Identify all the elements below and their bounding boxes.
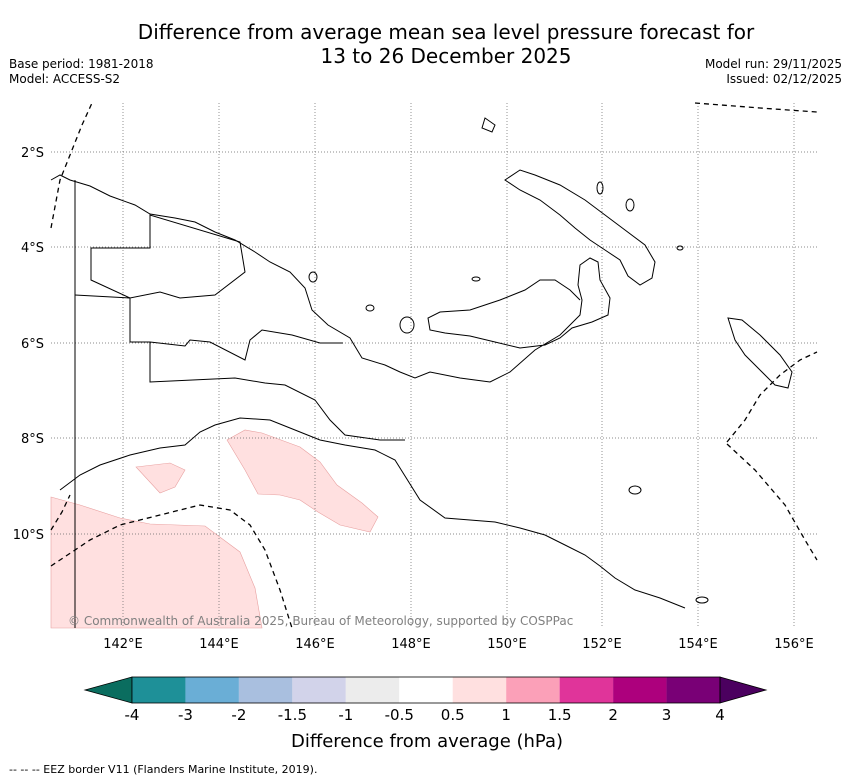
colorbar-title: Difference from average (hPa)	[290, 731, 564, 752]
colorbar	[83, 676, 768, 704]
admin-boundaries	[74, 214, 405, 441]
colorbar-tick-label: -0.5	[385, 706, 414, 724]
eez-borders	[50, 102, 818, 629]
footer-note: -- -- -- EEZ border V11 (Flanders Marine…	[9, 763, 318, 776]
gridlines	[51, 103, 817, 628]
map-title: Difference from average mean sea level p…	[0, 20, 850, 68]
lon-label: 142°E	[103, 637, 143, 652]
longitude-labels: 142°E 144°E 146°E 148°E 150°E 152°E 154°…	[103, 637, 814, 652]
colorbar-swatch	[132, 677, 186, 703]
colorbar-swatch	[559, 677, 614, 703]
lon-label: 144°E	[199, 637, 239, 652]
colorbar-extend-high	[719, 676, 768, 704]
eez-border-northeast	[694, 102, 818, 113]
colorbar-ticks: -4 -3 -2 -1.5 -1 -0.5 0.5 1 1.5 2 3 4	[125, 706, 725, 724]
colorbar-swatch	[452, 677, 507, 703]
colorbar-tick-label: 2	[608, 706, 618, 724]
colorbar-tick-label: -1.5	[278, 706, 307, 724]
latitude-labels: 2°S 4°S 6°S 8°S 10°S	[13, 146, 44, 543]
copyright-notice: © Commonwealth of Australia 2025, Bureau…	[68, 614, 574, 628]
colorbar-tick-label: 4	[715, 706, 725, 724]
colorbar-swatch	[666, 677, 720, 703]
anomaly-fills	[50, 429, 379, 629]
colorbar-swatch	[292, 677, 346, 703]
map-title-line-1: Difference from average mean sea level p…	[137, 20, 755, 44]
lon-label: 146°E	[295, 637, 335, 652]
lon-label: 152°E	[582, 637, 622, 652]
southern-coast	[59, 417, 686, 609]
eez-border-east	[726, 351, 818, 443]
coastlines	[50, 117, 793, 628]
colorbar-tick-label: 1.5	[548, 706, 572, 724]
lat-label: 2°S	[21, 146, 44, 161]
colorbar-swatch	[238, 677, 293, 703]
colorbar-tick-label: -1	[338, 706, 353, 724]
colorbar-swatch	[345, 677, 400, 703]
eez-border-southeast	[726, 443, 818, 561]
colorbar-swatch	[613, 677, 667, 703]
colorbar-tick-label: 0.5	[441, 706, 465, 724]
anomaly-region-papuan-gulf	[226, 429, 379, 533]
colorbar-tick-label: -4	[125, 706, 140, 724]
colorbar-tick-label: 1	[501, 706, 511, 724]
colorbar-swatch	[506, 677, 560, 703]
lon-label: 154°E	[678, 637, 718, 652]
colorbar-swatch	[185, 677, 239, 703]
lat-label: 6°S	[21, 337, 44, 352]
colorbar-swatch	[399, 677, 453, 703]
lat-label: 10°S	[13, 528, 44, 543]
base-period-label: Base period: 1981-2018	[9, 57, 154, 71]
colorbar-tick-label: -3	[178, 706, 193, 724]
map-title-line-2: 13 to 26 December 2025	[320, 44, 572, 68]
lon-label: 156°E	[774, 637, 814, 652]
new-ireland	[481, 117, 496, 133]
new-britain	[504, 169, 656, 286]
anomaly-region-southwest	[50, 496, 263, 629]
eez-border-torres	[50, 494, 71, 531]
colorbar-outline	[131, 676, 721, 704]
islands	[308, 181, 709, 604]
model-run-label: Model run: 29/11/2025	[704, 57, 842, 71]
new-guinea-coast	[50, 174, 611, 383]
meta-right: Model run: 29/11/2025 Issued: 02/12/2025	[705, 57, 842, 87]
lat-label: 8°S	[21, 432, 44, 447]
model-label: Model: ACCESS-S2	[9, 72, 121, 86]
colorbar-extend-low	[83, 676, 133, 704]
lon-label: 148°E	[391, 637, 431, 652]
lat-label: 4°S	[21, 241, 44, 256]
colorbar-tick-label: -2	[231, 706, 246, 724]
bougainville	[727, 317, 793, 389]
issued-label: Issued: 02/12/2025	[726, 72, 842, 86]
anomaly-region-gulf	[135, 462, 186, 494]
lon-label: 150°E	[487, 637, 527, 652]
eez-border-southwest	[50, 504, 293, 629]
meta-left: Base period: 1981-2018 Model: ACCESS-S2	[9, 57, 154, 87]
colorbar-tick-label: 3	[662, 706, 672, 724]
eez-border-northwest	[50, 102, 93, 229]
